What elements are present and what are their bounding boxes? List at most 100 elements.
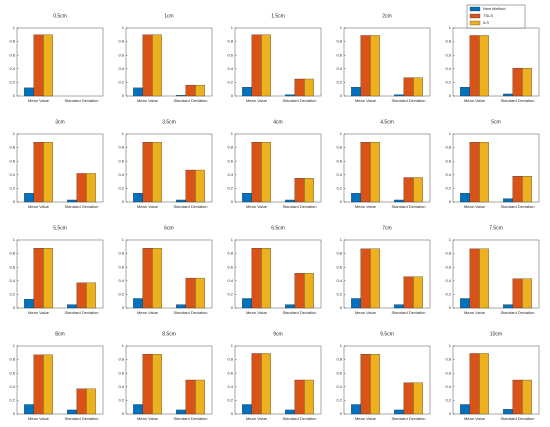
bar (304, 178, 314, 203)
bar (285, 94, 295, 97)
x-tick-label: Mean Value (355, 204, 377, 209)
y-tick-label: 0.2 (336, 397, 342, 402)
bar (403, 177, 414, 203)
bar (261, 248, 271, 309)
x-tick-label: Standard Deviation (282, 310, 316, 315)
bar (242, 404, 252, 415)
x-tick-label: Mean Value (28, 310, 50, 315)
y-tick-label: 0 (340, 93, 343, 98)
chart-title: 10cm (490, 331, 502, 337)
bar (370, 248, 380, 309)
bar (67, 304, 77, 309)
x-tick-label: Mean Value (355, 98, 377, 103)
y-tick-label: 0.4 (9, 384, 15, 389)
x-tick-label: Standard Deviation (391, 98, 425, 103)
y-tick-label: 0.4 (336, 172, 342, 177)
y-tick-label: 1 (231, 25, 234, 30)
bar (469, 35, 480, 97)
bar (242, 298, 252, 309)
y-tick-label: 0.2 (336, 79, 342, 84)
y-tick-label: 0.4 (445, 66, 451, 71)
y-tick-label: 0.6 (336, 264, 342, 269)
bar (152, 354, 162, 415)
x-tick-label: Mean Value (137, 204, 159, 209)
y-tick-label: 1 (13, 25, 16, 30)
bar (176, 409, 186, 415)
plot-area (16, 27, 104, 97)
chart-title: 3.5cm (162, 119, 176, 125)
y-tick-label: 1 (340, 131, 343, 136)
bar (512, 278, 523, 309)
bar (33, 34, 44, 97)
bar (195, 379, 205, 415)
y-tick-label: 0.6 (445, 158, 451, 163)
bar (351, 404, 361, 415)
chart-title: 1cm (164, 13, 173, 19)
x-tick-label: Standard Deviation (391, 310, 425, 315)
y-tick-label: 1 (13, 237, 16, 242)
y-tick-label: 0.6 (227, 158, 233, 163)
chart-title: 3cm (55, 119, 64, 125)
bar (142, 248, 153, 309)
y-tick-label: 0 (122, 93, 125, 98)
y-tick-label: 0.2 (227, 291, 233, 296)
bar (251, 353, 262, 415)
y-tick-label: 0.4 (9, 172, 15, 177)
y-tick-label: 0.8 (9, 145, 15, 150)
y-tick-label: 0 (13, 93, 16, 98)
bar (133, 404, 143, 415)
y-tick-label: 0.4 (118, 384, 124, 389)
y-tick-label: 1 (122, 131, 125, 136)
y-tick-label: 0 (13, 199, 16, 204)
bar (43, 354, 53, 415)
y-tick-label: 0 (122, 305, 125, 310)
bar (370, 354, 380, 415)
bar (176, 95, 186, 97)
bar (195, 277, 205, 309)
x-tick-label: Standard Deviation (500, 416, 534, 421)
y-tick-label: 1 (340, 25, 343, 30)
x-tick-label: Mean Value (246, 204, 268, 209)
y-tick-label: 0.8 (336, 251, 342, 256)
y-tick-label: 0.8 (227, 251, 233, 256)
y-tick-label: 0 (340, 411, 343, 416)
x-tick-label: Mean Value (464, 310, 486, 315)
bar (251, 142, 262, 203)
y-tick-label: 0 (340, 199, 343, 204)
chart-title: 7cm (382, 225, 391, 231)
y-tick-label: 0.8 (227, 357, 233, 362)
y-tick-label: 0 (231, 411, 234, 416)
y-tick-label: 0.8 (336, 39, 342, 44)
bar (33, 142, 44, 203)
y-tick-label: 0 (231, 199, 234, 204)
bar (195, 84, 205, 97)
x-tick-label: Standard Deviation (282, 204, 316, 209)
bar (522, 278, 532, 309)
bar (86, 388, 96, 415)
bar (285, 199, 295, 203)
y-tick-label: 0.6 (118, 158, 124, 163)
bar (242, 87, 252, 97)
y-tick-label: 0.4 (118, 278, 124, 283)
x-tick-label: Standard Deviation (173, 416, 207, 421)
bar (142, 142, 153, 203)
y-tick-label: 0.4 (9, 66, 15, 71)
y-tick-label: 0.4 (227, 172, 233, 177)
legend-label: ILS (483, 20, 489, 25)
y-tick-label: 0 (122, 199, 125, 204)
bar (24, 404, 34, 415)
bar (351, 193, 361, 203)
bar (294, 273, 305, 309)
x-tick-label: Mean Value (355, 416, 377, 421)
x-tick-label: Standard Deviation (500, 310, 534, 315)
y-tick-label: 0.2 (445, 397, 451, 402)
x-tick-label: Mean Value (28, 98, 50, 103)
bar (251, 248, 262, 309)
bar (33, 354, 44, 415)
bar (370, 35, 380, 97)
bar (185, 379, 196, 415)
bar (394, 304, 404, 309)
bar (360, 354, 371, 415)
chart-title: 2cm (382, 13, 391, 19)
bar (285, 409, 295, 415)
